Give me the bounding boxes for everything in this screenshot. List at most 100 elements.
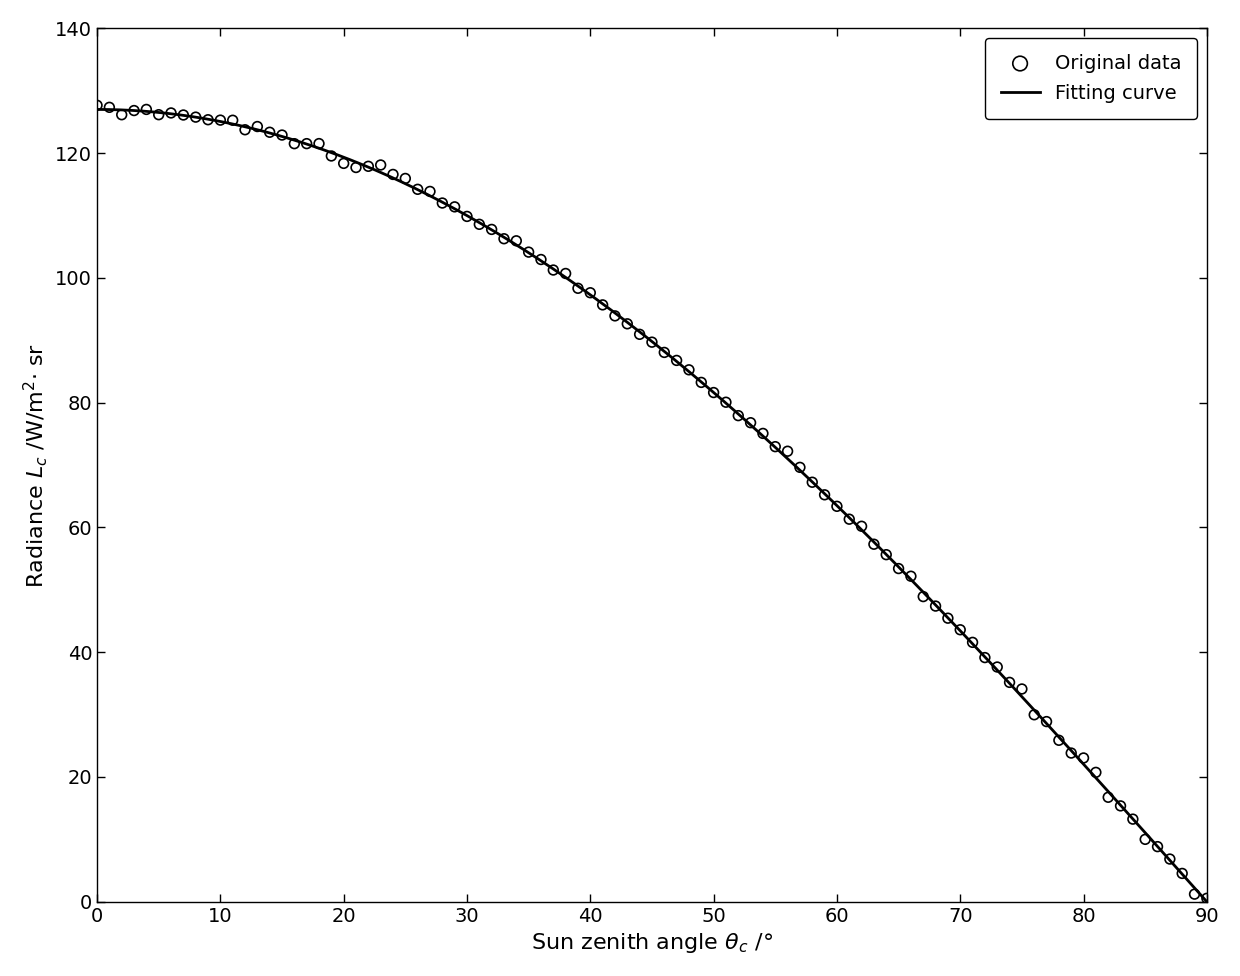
Original data: [852, 518, 872, 534]
Fitting curve: [1167, 860, 1182, 872]
Original data: [124, 102, 144, 118]
Original data: [321, 148, 341, 164]
Original data: [383, 167, 403, 183]
Original data: [420, 183, 440, 199]
Original data: [703, 385, 723, 400]
Original data: [864, 537, 884, 552]
Original data: [1086, 764, 1106, 780]
Fitting curve: [146, 106, 161, 118]
Original data: [839, 511, 859, 527]
Original data: [1184, 886, 1204, 902]
Original data: [740, 415, 760, 430]
Original data: [765, 439, 785, 455]
Original data: [1172, 866, 1192, 881]
Original data: [309, 136, 329, 151]
Fitting curve: [963, 636, 978, 648]
Original data: [642, 335, 662, 350]
Original data: [136, 102, 156, 117]
Original data: [618, 316, 637, 332]
Fitting curve: [600, 302, 615, 313]
Original data: [680, 362, 699, 378]
X-axis label: Sun zenith angle $\theta_c$ /°: Sun zenith angle $\theta_c$ /°: [531, 931, 773, 956]
Original data: [161, 105, 181, 121]
Original data: [925, 598, 945, 614]
Original data: [99, 100, 119, 115]
Original data: [433, 195, 453, 211]
Fitting curve: [1199, 896, 1214, 908]
Original data: [223, 112, 243, 128]
Original data: [790, 460, 810, 475]
Fitting curve: [629, 324, 644, 336]
Original data: [1012, 681, 1032, 697]
Original data: [975, 650, 994, 666]
Line: Fitting curve: Fitting curve: [97, 109, 1207, 902]
Original data: [543, 263, 563, 278]
Original data: [937, 610, 957, 626]
Original data: [248, 119, 268, 135]
Original data: [1037, 713, 1056, 729]
Fitting curve: [1167, 859, 1182, 871]
Original data: [655, 345, 675, 360]
Original data: [1099, 790, 1118, 805]
Original data: [605, 308, 625, 324]
Original data: [568, 280, 588, 296]
Original data: [815, 487, 835, 503]
Original data: [396, 171, 415, 186]
Original data: [334, 155, 353, 171]
Legend: Original data, Fitting curve: Original data, Fitting curve: [985, 38, 1197, 119]
Original data: [531, 252, 551, 267]
Original data: [470, 217, 490, 232]
Original data: [371, 157, 391, 173]
Original data: [728, 408, 748, 424]
Original data: [753, 426, 773, 441]
Original data: [284, 136, 304, 151]
Original data: [777, 443, 797, 459]
Original data: [211, 112, 231, 128]
Original data: [149, 107, 169, 123]
Original data: [556, 265, 575, 281]
Original data: [962, 634, 982, 650]
Original data: [987, 659, 1007, 674]
Original data: [1049, 732, 1069, 748]
Original data: [112, 107, 131, 123]
Original data: [901, 568, 921, 584]
Original data: [802, 474, 822, 490]
Original data: [999, 674, 1019, 690]
Original data: [914, 589, 934, 604]
Original data: [692, 375, 712, 390]
Original data: [494, 231, 513, 247]
Original data: [1061, 746, 1081, 761]
Original data: [1024, 707, 1044, 722]
Original data: [296, 136, 316, 151]
Original data: [358, 158, 378, 174]
Original data: [1197, 890, 1216, 906]
Original data: [272, 127, 291, 142]
Original data: [630, 327, 650, 343]
Original data: [408, 182, 428, 197]
Original data: [877, 547, 897, 562]
Original data: [1123, 811, 1143, 827]
Original data: [236, 122, 255, 138]
Original data: [1159, 851, 1179, 867]
Original data: [889, 561, 909, 577]
Original data: [506, 233, 526, 249]
Original data: [186, 109, 206, 125]
Original data: [198, 112, 218, 128]
Original data: [87, 98, 107, 113]
Original data: [580, 285, 600, 301]
Original data: [259, 125, 279, 141]
Original data: [1074, 751, 1094, 766]
Original data: [1147, 838, 1167, 854]
Original data: [715, 394, 735, 410]
Original data: [827, 499, 847, 514]
Original data: [481, 222, 501, 237]
Original data: [518, 244, 538, 260]
Fitting curve: [89, 103, 104, 115]
Original data: [950, 622, 970, 637]
Original data: [445, 199, 465, 215]
Original data: [1111, 798, 1131, 814]
Original data: [667, 352, 687, 368]
Original data: [346, 160, 366, 176]
Original data: [458, 209, 477, 224]
Original data: [174, 107, 193, 123]
